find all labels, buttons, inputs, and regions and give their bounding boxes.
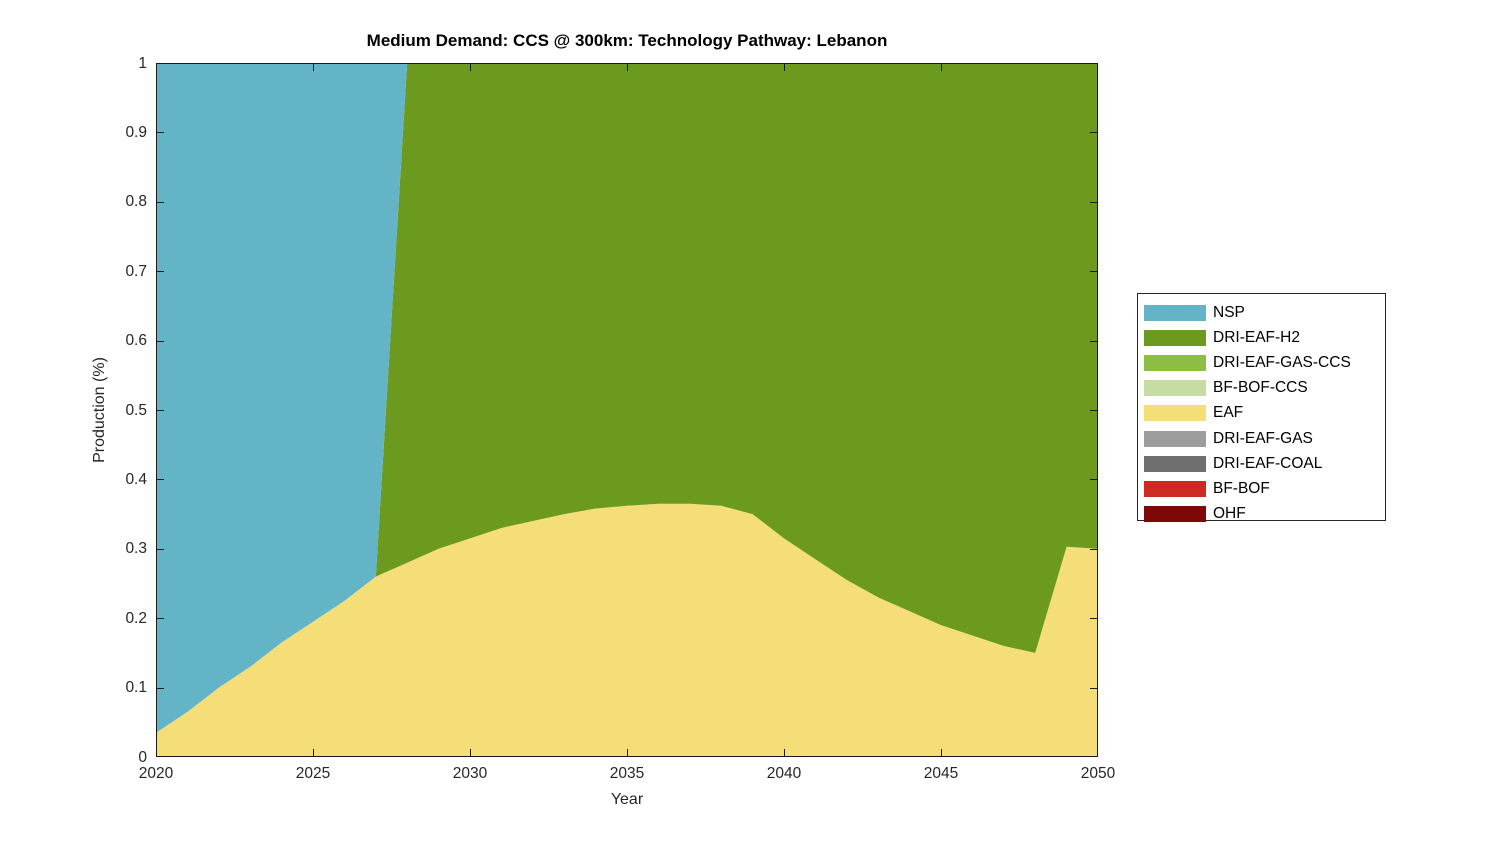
y-tick-label: 1 (138, 54, 147, 72)
chart-title: Medium Demand: CCS @ 300km: Technology P… (366, 31, 888, 50)
y-tick-label: 0.4 (125, 470, 147, 488)
legend-label: BF-BOF-CCS (1213, 379, 1308, 397)
y-tick-label: 0.9 (125, 123, 147, 141)
legend-label: DRI-EAF-GAS-CCS (1213, 353, 1351, 371)
legend-item-BF-BOF: BF-BOF (1144, 476, 1385, 501)
legend-item-DRI-EAF-COAL: DRI-EAF-COAL (1144, 451, 1385, 476)
legend-item-DRI-EAF-H2: DRI-EAF-H2 (1144, 325, 1385, 350)
x-tick-label: 2030 (452, 765, 488, 782)
legend-item-EAF: EAF (1144, 401, 1385, 426)
legend-label: BF-BOF (1213, 479, 1270, 497)
x-tick-label: 2025 (295, 765, 331, 782)
legend-swatch (1144, 430, 1206, 447)
legend-label: DRI-EAF-H2 (1213, 328, 1300, 346)
y-tick-label: 0.2 (125, 609, 147, 627)
legend-label: EAF (1213, 404, 1244, 422)
legend-swatch (1144, 354, 1206, 371)
legend-swatch (1144, 480, 1206, 497)
legend-swatch (1144, 405, 1206, 422)
legend-swatch (1144, 380, 1206, 397)
stacked-area-plot (156, 63, 1098, 757)
axes-box (156, 63, 1098, 757)
legend-swatch (1144, 304, 1206, 321)
legend-label: OHF (1213, 505, 1246, 523)
plot-area (156, 63, 1098, 757)
y-tick-label: 0.6 (125, 332, 147, 350)
y-tick-label: 0.5 (125, 401, 147, 419)
x-tick-label: 2050 (1080, 765, 1116, 782)
y-tick-label: 0.1 (125, 679, 147, 697)
y-tick-label: 0 (138, 748, 147, 766)
legend-label: NSP (1213, 303, 1245, 321)
legend-item-NSP: NSP (1144, 300, 1385, 325)
legend-swatch (1144, 329, 1206, 346)
legend-item-BF-BOF-CCS: BF-BOF-CCS (1144, 376, 1385, 401)
x-axis-label: Year (610, 791, 644, 808)
legend-swatch (1144, 455, 1206, 472)
legend-swatch (1144, 506, 1206, 523)
legend: NSP DRI-EAF-H2 DRI-EAF-GAS-CCS BF-BOF-CCS EA… (1137, 293, 1386, 523)
legend-item-OHF: OHF (1144, 502, 1385, 527)
y-tick-label: 0.7 (125, 262, 147, 280)
area-DRI-EAF-H2 (156, 63, 1098, 733)
legend-label: DRI-EAF-COAL (1213, 454, 1323, 472)
legend-label: DRI-EAF-GAS (1213, 429, 1313, 447)
legend-item-DRI-EAF-GAS-CCS: DRI-EAF-GAS-CCS (1144, 350, 1385, 375)
x-tick-label: 2045 (923, 765, 959, 782)
y-tick-label: 0.8 (125, 193, 147, 211)
area-NSP (156, 63, 1098, 733)
y-tick-label: 0.3 (125, 540, 147, 558)
legend-item-DRI-EAF-GAS: DRI-EAF-GAS (1144, 426, 1385, 451)
x-tick-label: 2020 (138, 765, 174, 782)
x-tick-label: 2035 (609, 765, 645, 782)
x-tick-label: 2040 (766, 765, 802, 782)
area-EAF (156, 503, 1098, 757)
